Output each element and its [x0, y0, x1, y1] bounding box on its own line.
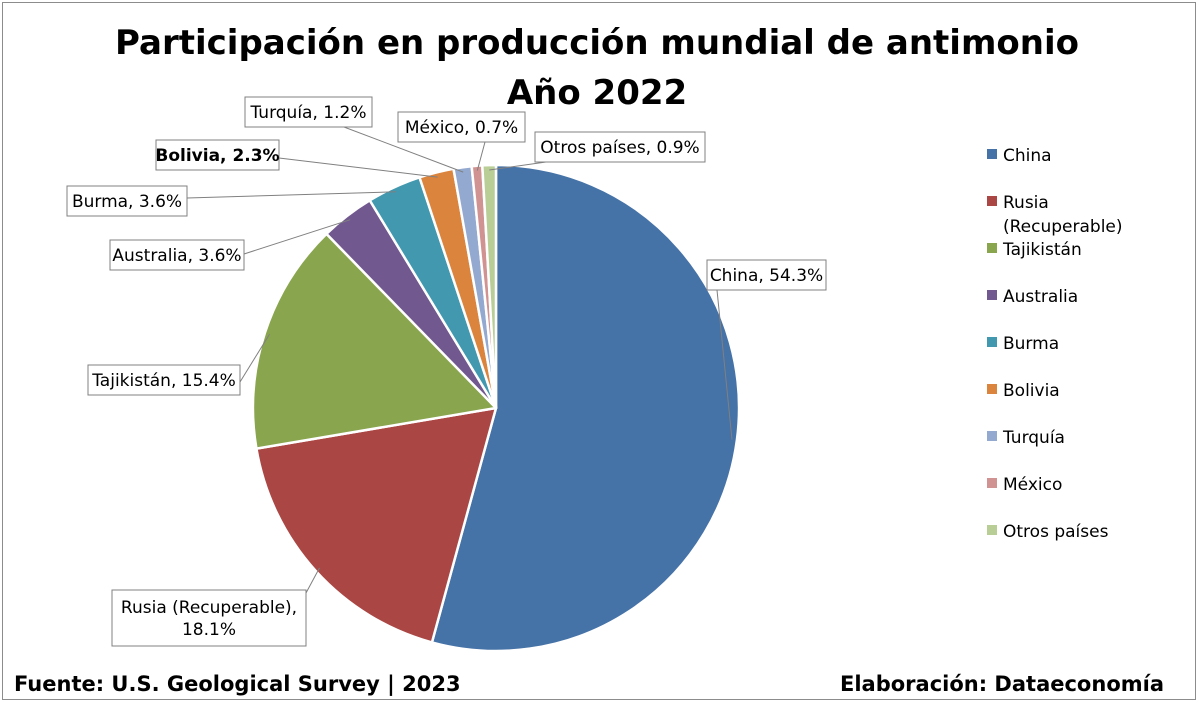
- legend: China Rusia (Recuperable) Tajikistán Austral…: [987, 146, 1123, 542]
- data-label-rusia-recuperable: Rusia (Recuperable),: [121, 598, 297, 618]
- legend-label-china: China: [1003, 146, 1052, 166]
- legend-swatch-china: [987, 149, 997, 159]
- leader-line-china: [716, 289, 733, 440]
- legend-swatch-tajikistan: [987, 243, 997, 253]
- leader-line-turquia: [343, 126, 464, 173]
- legend-swatch-otros-paises: [987, 525, 997, 535]
- data-label-box-china: [706, 259, 827, 291]
- data-label-box-otros-paises: [534, 131, 706, 163]
- legend-label-otros-paises: Otros países: [1003, 522, 1109, 542]
- pie-slice-tajikistan: [251, 232, 498, 450]
- data-label-rusia-recuperable: 18.1%: [182, 620, 236, 640]
- pie-slice-otros-paises: [481, 163, 498, 410]
- leader-line-bolivia: [278, 157, 438, 178]
- leader-line-tajikistan: [239, 333, 271, 383]
- legend-swatch-rusia-recuperable: [987, 196, 997, 206]
- footer-credit: Elaboración: Dataeconomía: [840, 672, 1164, 696]
- data-label-box-australia: [109, 239, 245, 271]
- pie-slice-rusia-recuperable: [255, 406, 498, 644]
- legend-label-tajikistan: Tajikistán: [1002, 240, 1082, 260]
- data-label-turquia: Turquía, 1.2%: [250, 103, 367, 123]
- legend-label-rusia-recuperable: Rusia: [1003, 193, 1049, 213]
- data-label-box-tajikistan: [87, 364, 241, 396]
- legend-label-mexico: México: [1003, 475, 1062, 495]
- data-label-tajikistan: Tajikistán, 15.4%: [91, 371, 236, 391]
- legend-swatch-mexico: [987, 478, 997, 488]
- legend-label-burma: Burma: [1003, 334, 1059, 354]
- data-label-bolivia: Bolivia, 2.3%: [155, 146, 279, 166]
- leader-line-rusia-recuperable: [305, 567, 320, 594]
- data-label-box-mexico: [397, 111, 526, 143]
- footer-source: Fuente: U.S. Geological Survey | 2023: [14, 672, 461, 697]
- data-labels: China, 54.3% Rusia (Recuperable),18.1% Taj…: [66, 96, 827, 647]
- pie-slice-china: [430, 163, 741, 653]
- chart-subtitle: Año 2022: [507, 73, 687, 113]
- data-label-mexico: México, 0.7%: [405, 118, 518, 138]
- label-leader-lines: [186, 126, 733, 594]
- chart-title: Participación en producción mundial de a…: [115, 23, 1079, 63]
- leader-line-australia: [243, 219, 351, 255]
- leader-line-otros-paises: [489, 161, 547, 171]
- data-label-box-turquia: [244, 96, 373, 128]
- data-label-box-bolivia: [155, 139, 280, 171]
- legend-swatch-bolivia: [987, 384, 997, 394]
- legend-label-rusia-recuperable: (Recuperable): [1003, 217, 1123, 237]
- legend-swatch-turquia: [987, 431, 997, 441]
- data-label-china: China, 54.3%: [710, 266, 823, 286]
- legend-swatch-australia: [987, 290, 997, 300]
- data-label-otros-paises: Otros países, 0.9%: [540, 138, 699, 158]
- pie-slices: [251, 163, 741, 653]
- leader-line-mexico: [476, 141, 486, 171]
- legend-label-bolivia: Bolivia: [1003, 381, 1060, 401]
- data-label-burma: Burma, 3.6%: [72, 192, 182, 212]
- data-label-box-rusia-recuperable: [111, 589, 307, 647]
- data-label-box-burma: [66, 185, 188, 217]
- data-label-australia: Australia, 3.6%: [112, 246, 241, 266]
- leader-line-burma: [186, 191, 397, 199]
- legend-label-turquia: Turquía: [1002, 428, 1065, 448]
- legend-label-australia: Australia: [1003, 287, 1078, 307]
- legend-swatch-burma: [987, 337, 997, 347]
